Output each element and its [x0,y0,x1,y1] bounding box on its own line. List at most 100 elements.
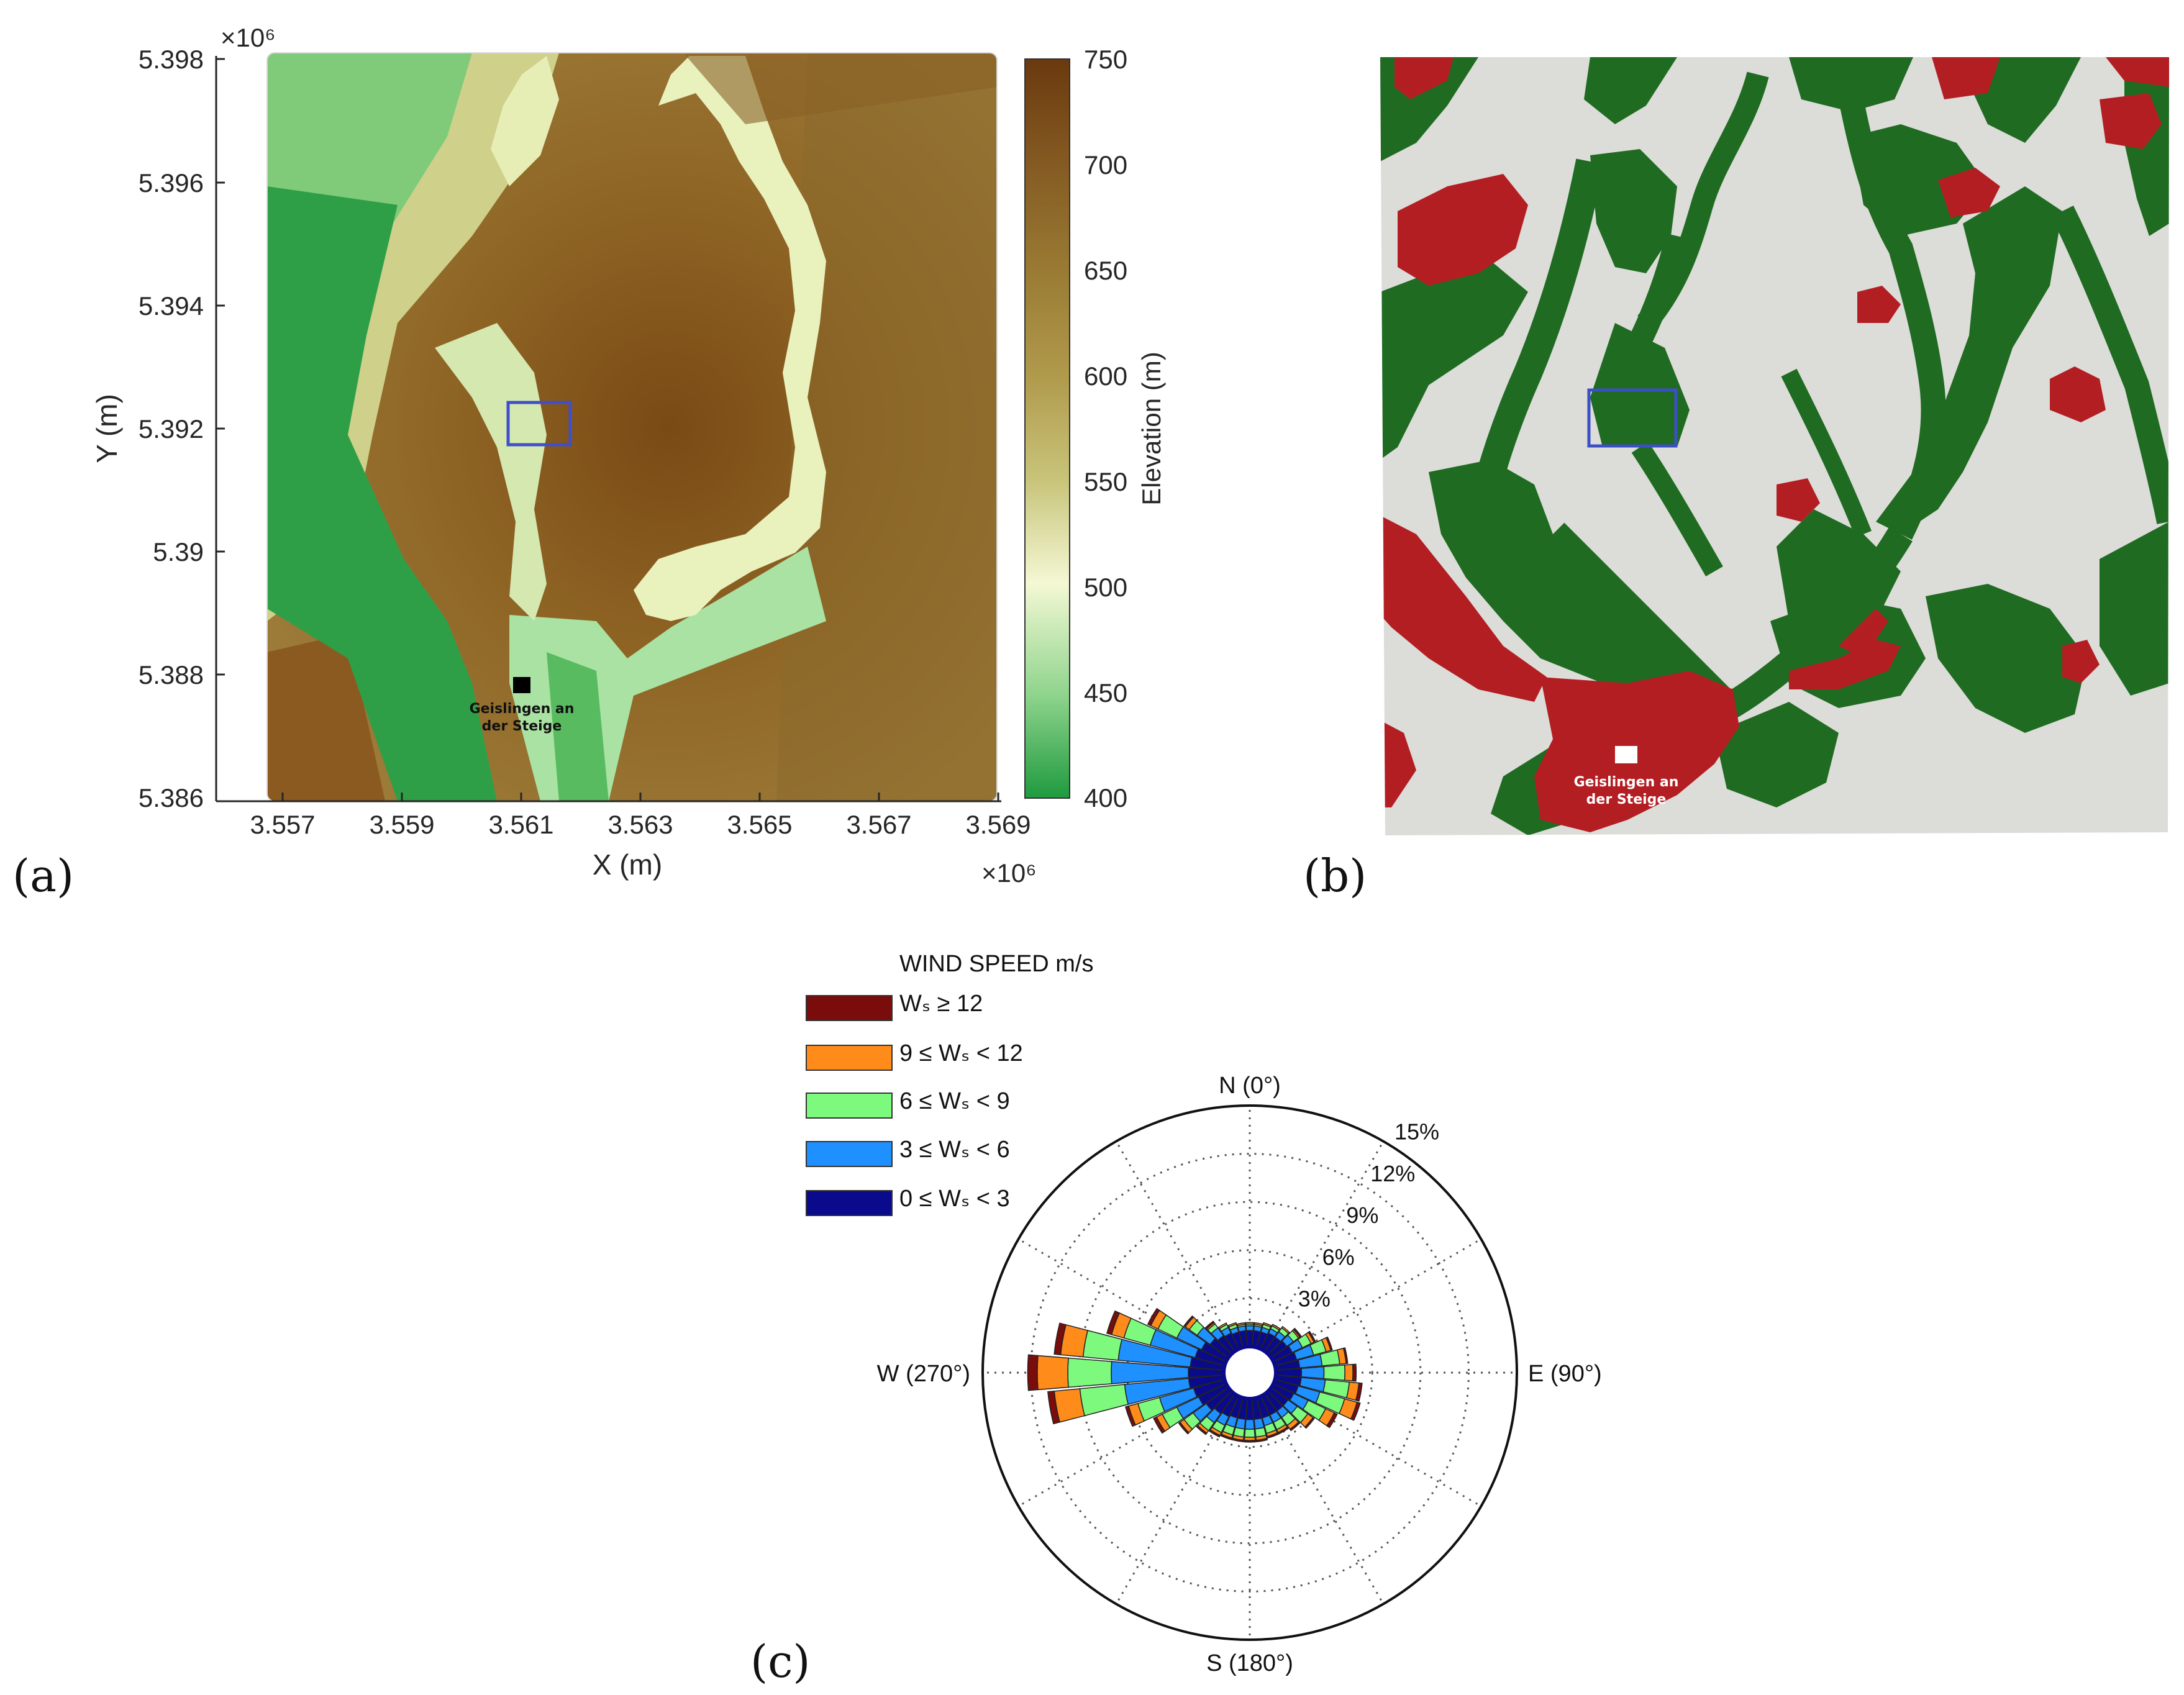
rose-sector-segment [1053,1322,1067,1356]
y-tick: 5.39 [153,537,204,566]
rose-sector-segment [1037,1355,1069,1391]
rose-sector-segment [1301,1366,1325,1379]
rose-sector-segment [1124,1405,1136,1427]
colorbar-tick: 500 [1084,573,1127,602]
rose-sector-segment [1047,1390,1060,1425]
ring-label: 3% [1298,1286,1331,1312]
rose-sector-segment [1325,1336,1333,1352]
study-area-box [1587,388,1678,448]
study-area-box [506,401,572,447]
rose-sector-segment [1355,1382,1363,1402]
panel-a: Geislingen an der Steige 5.398 5.396 5.3… [12,23,1166,902]
axes-a [215,56,1001,802]
town-marker [513,677,530,693]
rose-sector-segment [1304,1417,1315,1429]
legend-label: 9 ≤ Wₛ < 12 [899,1040,1023,1066]
colorbar-tick: 650 [1084,256,1127,285]
ring-label: 6% [1322,1244,1355,1270]
colorbar-label: Elevation (m) [1137,352,1166,505]
rose-sector-segment [1227,1322,1237,1328]
colorbar-tick: 700 [1084,150,1127,179]
rose-sector-segment [1027,1354,1039,1391]
rose-sector-segment [1344,1363,1354,1382]
rose-sector-segment [1231,1437,1244,1443]
legend-title: WIND SPEED m/s [899,951,1093,977]
rose-sector-segment [1079,1384,1129,1417]
x-tick: 3.569 [965,810,1031,839]
y-tick: 5.398 [139,45,204,74]
x-tick: 3.563 [607,810,673,839]
x-exponent: ×10⁶ [981,858,1037,888]
panel-label-b: (b) [1303,850,1367,902]
rose-ring [1126,1249,1373,1496]
rose-ring [1078,1201,1422,1545]
legend-swatch [806,1190,893,1216]
rose-sector-segment [1244,1419,1255,1430]
rose-sector-segment [1153,1416,1166,1434]
rose-sector-segment [1204,1320,1215,1330]
ring-label: 12% [1370,1161,1415,1186]
direction-west: W (270°) [877,1361,970,1387]
rose-sector-segment [1308,1330,1316,1343]
rose-outer-ring [981,1104,1518,1641]
legend-swatch [806,1045,893,1071]
wind-rose: 3% 6% 9% 12% 15% [981,1104,1518,1641]
rose-sector-segment [1271,1324,1281,1331]
legend-swatch [806,1093,893,1119]
legend-swatch [806,1141,893,1167]
rose-sector-segment [1236,1322,1246,1327]
rose-sector-segment [1220,1434,1232,1440]
direction-east: E (90°) [1528,1361,1602,1387]
colorbar-tick: 600 [1084,361,1127,391]
colorbar [1024,58,1070,799]
colorbar-tick: 450 [1084,678,1127,707]
y-tick: 5.386 [139,783,204,812]
x-tick: 3.565 [727,810,792,839]
panel-b: Geislingen an der Steige (b) [1303,57,2169,902]
colorbar-tick: 550 [1084,467,1127,496]
rose-sector-segment [1281,1325,1291,1334]
ring-label: 9% [1346,1202,1378,1228]
x-tick: 3.557 [250,810,315,839]
rose-sector-segment [1244,1440,1256,1443]
legend-swatch [806,995,893,1021]
legend-label: 0 ≤ Wₛ < 3 [899,1186,1010,1212]
rose-sector-segment [1342,1347,1349,1365]
x-tick: 3.559 [369,810,434,839]
direction-south: S (180°) [1206,1650,1293,1676]
rose-sector-segment [1267,1432,1279,1439]
y-exponent: ×10⁶ [221,23,276,52]
rose-sector-segment [1245,1325,1254,1332]
rose-sector-segment [1106,1310,1121,1335]
rose-sector-segment [1254,1322,1263,1327]
rose-sector-segment [1183,1315,1194,1328]
town-label-line2: der Steige [1586,792,1667,807]
legend-label: Wₛ ≥ 12 [899,991,983,1017]
rose-sector-segment [1352,1363,1357,1382]
ring-label: 15% [1395,1119,1439,1145]
rose-sector-segment [1262,1322,1272,1328]
rose-sector-segment [1326,1412,1338,1429]
y-tick: 5.392 [139,414,204,443]
x-axis-label: X (m) [593,848,662,881]
rose-sector-segment [1350,1401,1361,1421]
town-label-line2: der Steige [482,719,562,734]
rose-sector-segment [1323,1364,1345,1381]
rose-sector-segment [1178,1421,1190,1435]
colorbar-tick: 400 [1084,783,1127,812]
town-label-line1: Geislingen an [470,701,575,717]
rose-sector-segment [1293,1327,1302,1338]
wind-legend: WIND SPEED m/s Wₛ ≥ 12 9 ≤ Wₛ < 12 6 ≤ W… [806,951,1093,1216]
y-tick: 5.396 [139,168,204,198]
direction-north: N (0°) [1219,1073,1281,1099]
town-label-line1: Geislingen an [1574,775,1679,790]
panel-c: WIND SPEED m/s Wₛ ≥ 12 9 ≤ Wₛ < 12 6 ≤ W… [750,951,1602,1688]
rose-sector-segment [1245,1322,1255,1325]
legend-label: 6 ≤ Wₛ < 9 [899,1088,1010,1114]
rose-sector-segment [1147,1307,1160,1327]
x-tick: 3.561 [488,810,553,839]
panel-label-c: (c) [750,1635,811,1688]
legend-label: 3 ≤ Wₛ < 6 [899,1137,1010,1163]
y-axis-label: Y (m) [91,394,123,463]
